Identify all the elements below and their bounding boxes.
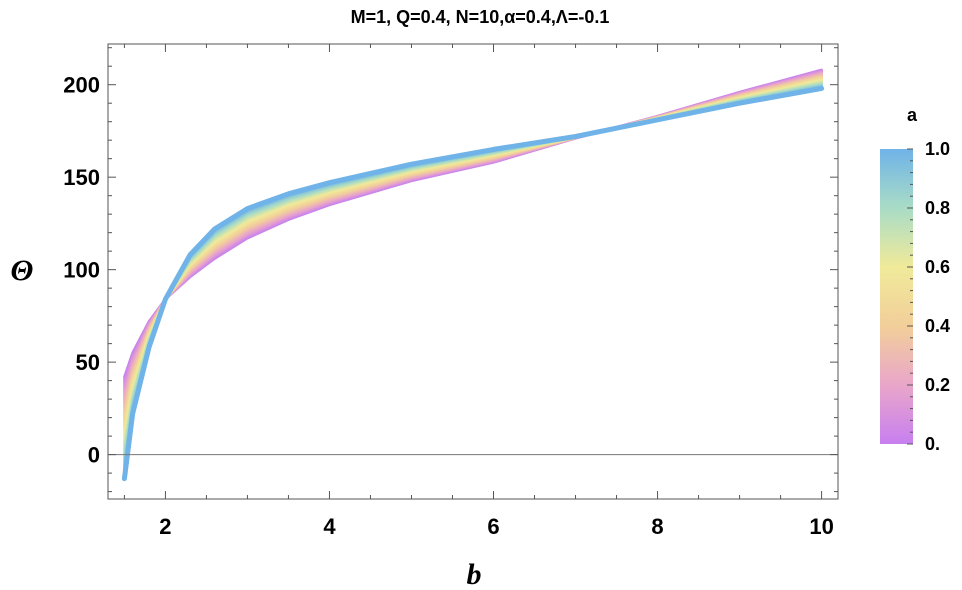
series-curve	[123, 86, 823, 478]
chart-title: M=1, Q=0.4, N=10,α=0.4,Λ=-0.1	[351, 7, 610, 27]
x-tick-label: 6	[487, 514, 499, 539]
y-axis-label: Θ	[11, 254, 34, 287]
y-tick-label: 50	[76, 350, 100, 375]
series-curve	[123, 82, 823, 454]
series-curve	[123, 77, 823, 428]
series-curve	[123, 85, 823, 472]
colorbar	[880, 149, 913, 444]
series-curve	[123, 79, 823, 440]
colorbar-tick-label: 0.2	[925, 375, 950, 395]
x-tick-label: 2	[159, 514, 171, 539]
x-axis-label: b	[467, 558, 482, 590]
y-tick-label: 150	[63, 165, 100, 190]
series-curve	[123, 81, 823, 448]
series-curve	[123, 86, 823, 476]
plot-frame	[107, 43, 839, 500]
series-curve	[123, 77, 823, 430]
series-curve	[123, 83, 823, 460]
series-curve	[123, 80, 823, 442]
y-tick-label: 0	[88, 443, 100, 468]
colorbar-tick-label: 0.	[925, 434, 940, 454]
series-curve-a-1	[121, 85, 825, 482]
colorbar-tick-label: 0.8	[925, 198, 950, 218]
series-curve	[123, 79, 823, 436]
series-curve	[123, 84, 823, 464]
series-curve	[123, 81, 823, 452]
y-tick-label: 200	[63, 73, 100, 98]
colorbar-title: a	[907, 105, 918, 125]
colorbar-tick-label: 0.4	[925, 316, 950, 336]
series-curve	[123, 80, 823, 444]
x-tick-label: 4	[323, 514, 336, 539]
series-curve	[123, 84, 823, 466]
y-tick-label: 100	[63, 258, 100, 283]
series-curve	[123, 82, 823, 456]
colorbar-tick-label: 0.6	[925, 257, 950, 277]
series-curve	[123, 85, 823, 470]
series-curve	[123, 81, 823, 450]
x-tick-label: 8	[651, 514, 663, 539]
series-curve	[123, 83, 823, 462]
series-curve	[123, 78, 823, 432]
colorbar-tick-label: 1.0	[925, 139, 950, 159]
data-band	[121, 68, 825, 482]
series-curve	[123, 78, 823, 434]
series-curve	[123, 80, 823, 446]
series-curve	[123, 84, 823, 468]
colorbar-ticks: 0. 0.2 0.4 0.6 0.8 1.0	[907, 139, 950, 454]
x-tick-label: 10	[809, 514, 833, 539]
axis-ticks	[108, 44, 838, 499]
series-curve	[123, 79, 823, 438]
series-curve	[123, 86, 823, 474]
series-curve	[123, 83, 823, 458]
